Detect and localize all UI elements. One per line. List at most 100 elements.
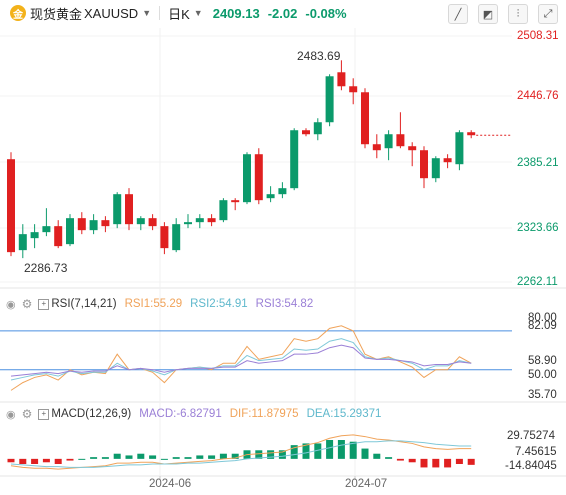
dea-line [10,440,472,468]
candle-body [420,150,428,179]
symbol-code: XAUUSD [84,5,139,21]
macd-bar [337,440,345,459]
gear-icon[interactable]: ⚙ [21,407,33,421]
price-change-pct: -0.08% [305,5,347,21]
candle-body [113,194,122,225]
draw-shape-icon[interactable]: ◩ [478,4,498,24]
candle-body [290,130,299,189]
macd-bar [373,453,381,459]
macd-bar [361,448,369,459]
macd-bar [160,458,168,460]
rsi-tick: 80.00 [528,312,557,324]
macd-bar [432,458,440,468]
macd-bar [326,440,334,459]
candle-body [243,154,251,203]
macd-bar [396,458,404,461]
macd-bar [7,458,15,463]
rsi2-value: RSI2:54.91 [190,298,248,310]
candle-body [313,122,322,135]
candle-body [160,226,169,249]
fullscreen-icon[interactable]: ⤢ [538,4,558,24]
candle-body [361,92,369,145]
price-tick: 2508.31 [517,30,559,42]
rsi-tick: 58.90 [528,355,557,367]
price-tick: 2446.76 [517,90,559,102]
rsi-legend: ◉ ⚙ + RSI(7,14,21) RSI1:55.29 RSI2:54.91… [0,296,313,312]
last-price: 2409.13 [212,5,260,21]
macd-bar [42,458,50,463]
candle-body [467,132,476,136]
candle-body [54,226,63,247]
rsi-tick: 82.09 [528,320,557,332]
candle-body [101,220,110,227]
macd-tick: -14.84045 [505,460,557,472]
x-tick: 2024-07 [345,478,388,490]
chart-toolbar: 金 现货黄金 XAUUSD ▼ 日K ▼ 2409.13 -2.02 -0.08… [0,0,566,26]
expand-icon[interactable]: + [38,298,50,310]
eye-icon[interactable]: ◉ [6,298,16,311]
candle-body [325,76,334,123]
candlestick-series [7,60,476,259]
rsi1-value: RSI1:55.29 [124,298,183,310]
candle-body [195,218,204,223]
macd-bar [125,455,133,459]
macd-title: MACD(12,26,9) [51,408,132,420]
macd-pane [7,434,475,470]
candle-body [89,220,98,231]
low-value: 2286.73 [24,261,68,275]
candle-body [172,224,181,251]
macd-legend: ◉ ⚙ + MACD(12,26,9) MACD:-6.82791 DIF:11… [0,406,381,422]
macd-bar [113,453,121,459]
macd-bar [31,458,39,464]
candle-body [384,134,393,149]
dea-value: DEA:15.29371 [306,408,382,420]
macd-bar [314,443,322,459]
price-change: -2.02 [267,5,298,21]
rsi-tick: 35.70 [528,389,557,401]
rsi-line-rsi2 [10,338,472,381]
rsi-line-rsi3 [10,344,472,377]
macd-bar [172,457,180,459]
macd-bar [467,458,475,465]
gear-icon[interactable]: ⚙ [21,297,33,311]
candle-body [66,218,74,245]
candle-body [184,222,192,225]
grid-lines [0,28,566,477]
chart-type-icon[interactable]: ⫶ [508,4,528,24]
macd-bar [455,458,463,464]
candle-body [396,134,405,147]
price-tick: 2385.21 [517,157,559,169]
macd-bar [385,457,393,459]
macd-bar [184,457,192,459]
macd-bar [290,445,298,459]
period-selector[interactable]: 日K ▼ [168,4,203,23]
high-value: 2483.69 [297,49,341,63]
macd-bar [54,458,62,464]
macd-bar [408,458,416,463]
symbol-selector[interactable]: 金 现货黄金 XAUUSD ▼ [0,4,151,23]
macd-bar [208,455,216,459]
price-tick: 2323.66 [517,222,559,234]
expand-icon[interactable]: + [38,408,50,420]
macd-bar [90,457,98,459]
candle-body [443,158,452,163]
symbol-name: 现货黄金 [30,6,83,22]
candle-body [302,130,310,135]
macd-bar [231,453,239,459]
candle-body [431,158,440,179]
candle-body [18,234,27,251]
macd-value: MACD:-6.82791 [139,408,222,420]
candle-body [408,146,417,151]
rsi-tick: 50.00 [528,369,557,381]
rsi-pane [0,325,512,391]
dif-value: DIF:11.87975 [229,408,299,420]
eye-icon[interactable]: ◉ [6,408,16,421]
high-annotation: 2483.69 [297,49,340,63]
draw-line-icon[interactable]: ╱ [448,4,468,24]
macd-bar [278,450,286,459]
macd-bar [302,443,310,459]
macd-bar [101,457,109,459]
price-tick: 2262.11 [517,276,558,288]
candle-body [372,144,381,151]
